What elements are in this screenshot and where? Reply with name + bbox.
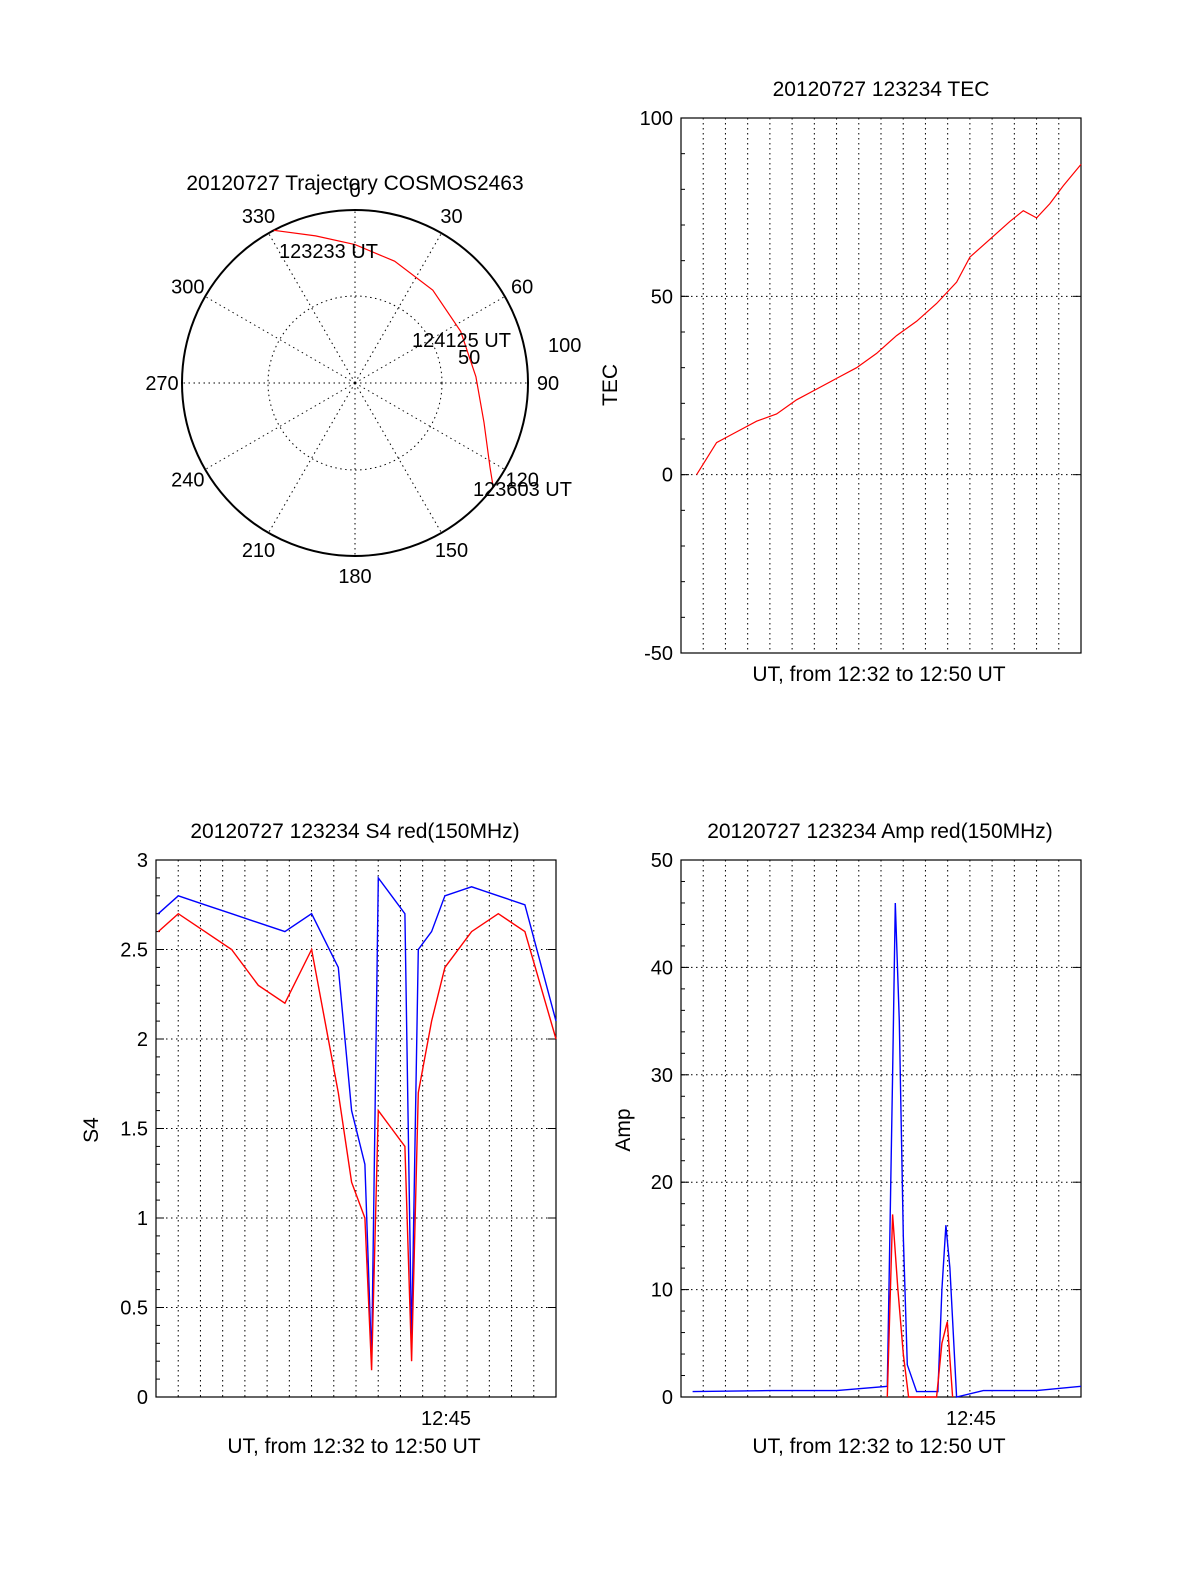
series-line (157, 912, 557, 1371)
radius-label: 100 (548, 335, 581, 357)
y-tick-label: 0 (662, 465, 673, 487)
angle-label: 150 (435, 540, 468, 562)
polar-spoke (354, 382, 442, 534)
x-tick-label: 12:45 (421, 1408, 471, 1430)
y-tick-label: 0.5 (120, 1298, 148, 1320)
amp-panel: 20120727 123234 Amp red(150MHz) 50 40 30 20… (612, 820, 1082, 1458)
chart-title: 20120727 Trajectory COSMOS2463 (186, 172, 523, 195)
angle-label: 240 (171, 470, 204, 492)
x-tick-label: 12:45 (946, 1408, 996, 1430)
y-tick-label: 1 (137, 1208, 148, 1230)
y-tick-label: 50 (651, 286, 673, 308)
y-axis-label: Amp (612, 1108, 635, 1151)
angle-label: 0 (349, 180, 360, 202)
angle-label: 90 (537, 373, 559, 395)
y-tick-label: 30 (651, 1065, 673, 1087)
trajectory-polar-panel: 20120727 Trajectory COSMOS2463 0 30 60 90 12… (145, 172, 581, 588)
y-tick-label: 1.5 (120, 1119, 148, 1141)
angle-label: 60 (511, 277, 533, 299)
plot-frame (680, 117, 1082, 654)
polar-outer-circle (181, 209, 529, 557)
y-tick-label: 10 (651, 1280, 673, 1302)
y-tick-label: -50 (644, 643, 673, 665)
polar-spoke (204, 296, 356, 384)
y-tick-label: 20 (651, 1172, 673, 1194)
plot-frame (680, 859, 1082, 1398)
chart-title: 20120727 123234 Amp red(150MHz) (707, 820, 1053, 843)
tec-line (696, 164, 1082, 476)
angle-label: 330 (242, 206, 275, 228)
chart-title: 20120727 123234 TEC (773, 78, 990, 101)
y-tick-label: 50 (651, 850, 673, 872)
angle-label: 30 (440, 206, 462, 228)
y-tick-label: 0 (662, 1387, 673, 1409)
track-annotation: 123603 UT (473, 479, 572, 501)
series-line (692, 902, 1082, 1398)
angle-label: 270 (145, 373, 178, 395)
x-axis-label: UT, from 12:32 to 12:50 UT (227, 1435, 480, 1458)
polar-ring-50 (267, 295, 443, 471)
polar-spoke (268, 232, 356, 384)
y-axis-label: TEC (599, 364, 622, 406)
y-tick-label: 100 (640, 108, 673, 130)
angle-label: 300 (171, 277, 204, 299)
polar-spoke (354, 382, 506, 470)
s4-panel: 20120727 123234 S4 red(150MHz) 3 2.5 2 1.5 1… (80, 820, 557, 1458)
chart-title: 20120727 123234 S4 red(150MHz) (190, 820, 519, 843)
y-tick-label: 40 (651, 957, 673, 979)
polar-spoke (354, 232, 442, 384)
track-annotation: 124125 UT (412, 330, 511, 352)
series-line (157, 875, 557, 1362)
x-axis-label: UT, from 12:32 to 12:50 UT (752, 663, 1005, 686)
angle-label: 120 (505, 470, 538, 492)
trajectory-track (273, 229, 494, 488)
polar-spoke (354, 296, 506, 384)
x-axis-label: UT, from 12:32 to 12:50 UT (752, 1435, 1005, 1458)
y-tick-label: 2 (137, 1029, 148, 1051)
tec-panel: 20120727 123234 TEC 100 50 0 -50 UT, from 1… (599, 78, 1082, 686)
angle-label: 210 (242, 540, 275, 562)
y-tick-label: 0 (137, 1387, 148, 1409)
y-tick-label: 3 (137, 850, 148, 872)
series-line (886, 1214, 954, 1398)
y-axis-label: S4 (80, 1117, 103, 1143)
y-tick-label: 2.5 (120, 940, 148, 962)
polar-spoke (204, 382, 356, 470)
angle-label: 180 (338, 566, 371, 588)
polar-spoke (268, 382, 356, 534)
track-annotation: 123233 UT (279, 241, 378, 263)
